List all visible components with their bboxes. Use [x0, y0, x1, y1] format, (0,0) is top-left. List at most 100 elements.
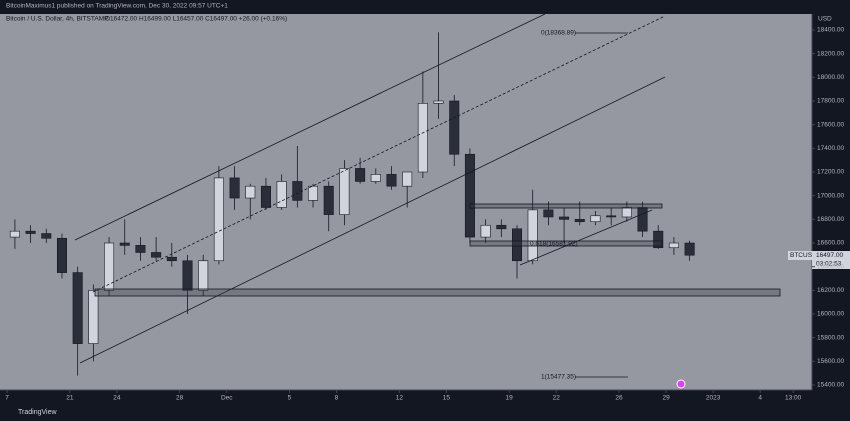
- countdown: 03:02:53: [816, 261, 842, 268]
- trend-line: [519, 209, 653, 266]
- y-tick-label: 15600.00: [817, 358, 844, 365]
- zone: [469, 240, 663, 247]
- y-tick-label: 16600.00: [817, 240, 844, 247]
- candle-body: [543, 209, 554, 218]
- y-tick-label: 16200.00: [817, 287, 844, 294]
- x-tick-label: 15: [443, 395, 451, 402]
- candle-body: [417, 103, 428, 173]
- y-tick-label: 17600.00: [817, 121, 844, 128]
- fib-label: 0.618(16581.92): [530, 241, 578, 248]
- channel-lower: [79, 76, 666, 364]
- zone: [469, 203, 663, 209]
- candle-body: [229, 177, 240, 199]
- candle-body: [355, 168, 366, 182]
- logo: TradingView: [18, 409, 57, 416]
- currency: USD: [818, 16, 832, 23]
- y-tick-label: 17200.00: [817, 169, 844, 176]
- price-tag-text: 16497.00: [816, 252, 843, 259]
- candle-body: [464, 153, 475, 238]
- zone: [94, 288, 781, 297]
- fib-label: 1(15477.35): [541, 374, 576, 381]
- candle-body: [260, 185, 271, 208]
- candle-body: [433, 100, 444, 104]
- candle-body: [119, 242, 130, 246]
- candle-body: [72, 272, 83, 344]
- candle-body: [182, 260, 193, 291]
- ohlc-info: O16472.00 H16499.00 L16457.00 C16497.00 …: [105, 16, 287, 23]
- price-tag: [812, 251, 850, 269]
- candle-body: [88, 290, 99, 344]
- candle-body: [512, 228, 523, 262]
- x-tick-label: 4: [758, 395, 762, 402]
- candle-body: [166, 256, 177, 262]
- y-tick-label: 18400.00: [817, 27, 844, 34]
- y-tick-label: 16400.00: [817, 263, 844, 270]
- candle-body: [135, 245, 146, 253]
- candle-body: [323, 185, 334, 215]
- candle-body: [480, 224, 491, 238]
- y-tick-label: 17400.00: [817, 145, 844, 152]
- candle-body: [621, 207, 632, 218]
- candle-body: [402, 171, 413, 187]
- x-tick-label: 13:00: [785, 395, 802, 402]
- candle-body: [41, 233, 52, 239]
- candle-body: [559, 216, 570, 220]
- candle-body: [9, 230, 20, 238]
- candle-body: [104, 242, 115, 291]
- candle-body: [653, 230, 664, 249]
- publisher: BitcoinMaximus1 published on TradingView…: [6, 3, 228, 10]
- x-tick-label: 5: [288, 395, 292, 402]
- x-tick-label: 29: [662, 395, 670, 402]
- symbol-info: Bitcoin / U.S. Dollar, 4h, BITSTAMP: [6, 16, 108, 23]
- candle-body: [668, 242, 679, 249]
- y-tick-label: 18200.00: [817, 50, 844, 57]
- y-tick-label: 17000.00: [817, 192, 844, 199]
- candle-body: [527, 209, 538, 262]
- channel-upper: [74, 13, 546, 241]
- fib-label: 0(18368.89): [541, 30, 576, 37]
- x-tick-label: Dec: [221, 395, 233, 402]
- x-tick-label: 7: [5, 395, 9, 402]
- candle-body: [198, 260, 209, 291]
- y-tick-label: 15800.00: [817, 334, 844, 341]
- candle-body: [496, 224, 507, 230]
- y-tick-label: 17800.00: [817, 98, 844, 105]
- candle-body: [637, 207, 648, 232]
- symbol-tag-text: BTCUSD: [790, 252, 817, 259]
- plot-area: [0, 14, 812, 390]
- x-tick-label: 12: [396, 395, 404, 402]
- candle-body: [449, 100, 460, 155]
- x-tick-label: 24: [113, 395, 121, 402]
- candle-body: [590, 215, 601, 223]
- candle-body: [684, 242, 695, 256]
- candle-body: [276, 181, 287, 208]
- symbol-tag: [788, 251, 812, 260]
- candle-body: [308, 185, 319, 201]
- x-tick-label: 26: [615, 395, 623, 402]
- x-tick-label: 8: [335, 395, 339, 402]
- candle-body: [339, 168, 350, 215]
- candle-body: [292, 181, 303, 201]
- y-tick-label: 15400.00: [817, 382, 844, 389]
- x-tick-label: 21: [66, 395, 74, 402]
- candle-body: [25, 230, 36, 234]
- candle-body: [606, 215, 617, 218]
- candle-body: [386, 174, 397, 187]
- candle-body: [56, 237, 67, 273]
- candle-body: [574, 219, 585, 223]
- channel-mid: [92, 15, 666, 293]
- drawings: [74, 13, 781, 378]
- candle-body: [370, 174, 381, 182]
- x-tick-label: 22: [553, 395, 561, 402]
- x-tick-label: 28: [176, 395, 184, 402]
- y-tick-label: 16800.00: [817, 216, 844, 223]
- candle-body: [151, 252, 162, 258]
- candle-body: [213, 177, 224, 262]
- x-tick-label: 2023: [706, 395, 721, 402]
- event-icon[interactable]: [676, 379, 686, 389]
- candle-body: [245, 185, 256, 199]
- y-tick-label: 16000.00: [817, 311, 844, 318]
- y-tick-label: 18000.00: [817, 74, 844, 81]
- x-tick-label: 19: [506, 395, 514, 402]
